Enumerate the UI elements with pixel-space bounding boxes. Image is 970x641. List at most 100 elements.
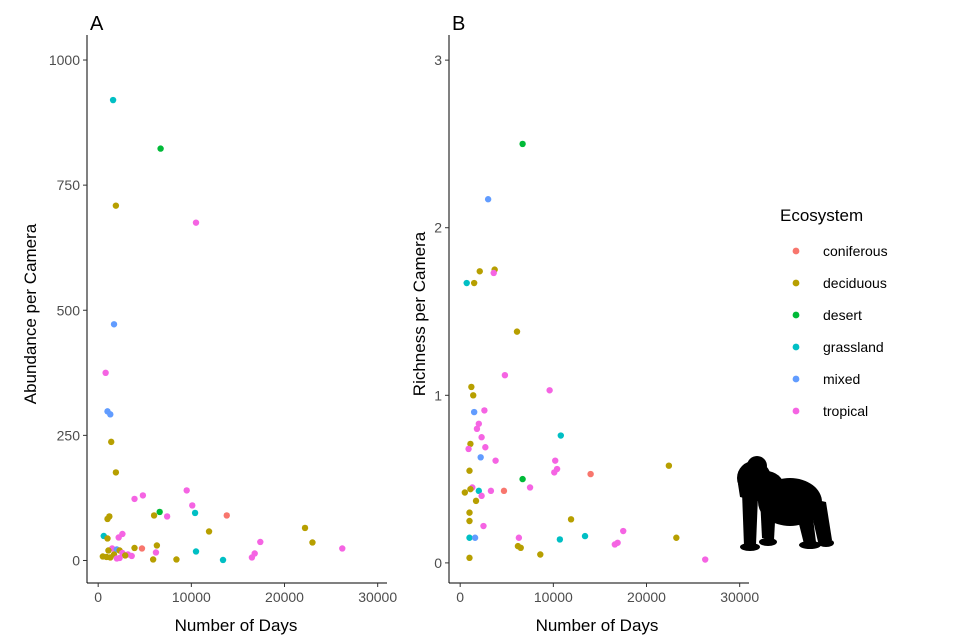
panel-b-point-deciduous (466, 467, 473, 474)
plot-b: 0 1 2 3 0 10000 20000 30000 (434, 35, 759, 605)
panel-a-point-deciduous (301, 524, 309, 532)
panel-a-y-tick-label: 500 (57, 302, 81, 318)
panel-b-point-deciduous (461, 489, 469, 496)
panel-b-point-deciduous (470, 392, 477, 399)
panel-a-point-deciduous (107, 554, 114, 561)
panel-b-point-deciduous (513, 328, 521, 335)
panel-b-point-grassland (557, 432, 565, 439)
panel-b-point-grassland (556, 536, 564, 543)
panel-b-point-tropical (475, 420, 483, 427)
legend-label-desert: desert (823, 307, 862, 323)
panel-b-point-tropical (478, 492, 485, 500)
panel-b-y-axis-title: Richness per Camera (410, 231, 429, 396)
panel-b-point-deciduous (537, 551, 544, 558)
legend-key-coniferous (792, 247, 800, 255)
panel-a-point-grassland (192, 548, 200, 555)
panel-b-point-tropical (465, 445, 472, 453)
panel-a-point-tropical (248, 554, 256, 561)
panel-a-y-tick-label: 250 (57, 427, 81, 443)
panel-a-y-tick-label: 750 (57, 177, 81, 193)
panel-b-x-tick-label: 10000 (534, 589, 573, 605)
panel-a-point-tropical (192, 219, 200, 226)
panel-a-point-tropical (163, 513, 171, 520)
panel-b-point-mixed (470, 408, 478, 416)
panel-a-point-deciduous (112, 202, 120, 209)
panel-a-point-mixed (107, 411, 114, 418)
panel-b-y-tick-label: 2 (434, 220, 442, 236)
panel-a-y-tick-label: 0 (72, 552, 80, 568)
panel-b-point-tropical (487, 487, 495, 495)
panel-a-point-tropical (139, 492, 147, 499)
panel-b-point-deciduous (467, 485, 474, 493)
legend-key-tropical (792, 407, 800, 415)
panel-a-x-tick-label: 20000 (265, 589, 304, 605)
panel-b-point-mixed (484, 196, 492, 203)
panel-a-point-deciduous (108, 438, 115, 446)
panel-a-point-deciduous (173, 556, 180, 563)
panel-a-point-coniferous (223, 512, 230, 519)
panel-b-point-tropical (515, 534, 523, 541)
panel-a-point-tropical (102, 369, 109, 377)
panel-a-point-tropical (183, 487, 190, 494)
panel-a-x-tick-label: 0 (94, 589, 102, 605)
panel-a-point-deciduous (149, 556, 157, 563)
panel-b-point-tropical (490, 269, 497, 277)
panel-b-point-deciduous (466, 517, 473, 525)
legend-key-desert (792, 311, 800, 319)
panel-b-point-deciduous (567, 516, 575, 523)
panel-b-point-tropical (482, 444, 489, 451)
panel-a-point-grassland (219, 556, 227, 564)
panel-b-point-tropical (551, 469, 558, 476)
panel-a-point-coniferous (138, 545, 146, 552)
panel-b-point-tropical (552, 457, 559, 464)
panel-b-point-desert (519, 475, 526, 483)
panel-b-point-tropical (473, 425, 481, 433)
panel-a-point-desert (156, 508, 163, 516)
panel-b-point-mixed (477, 454, 484, 461)
panel-b-point-tropical (478, 434, 485, 441)
panel-a-point-deciduous (309, 539, 316, 546)
panel-b-point-mixed (471, 534, 479, 541)
legend-label-grassland: grassland (823, 339, 884, 355)
panel-a-point-tropical (152, 549, 160, 556)
panel-a-point-tropical (339, 545, 346, 552)
panel-a-y-tick-label: 1000 (49, 52, 80, 68)
panel-a-point-tropical (115, 534, 122, 541)
panel-a-point-deciduous (153, 542, 161, 549)
gorilla-silhouette-icon (737, 456, 834, 551)
panel-a-point-grassland (109, 96, 117, 104)
panel-b-point-deciduous (470, 279, 478, 287)
panel-a-point-mixed (110, 321, 118, 328)
panel-a-tag: A (90, 13, 104, 35)
panel-b-x-tick-label: 20000 (627, 589, 666, 605)
legend-label-coniferous: coniferous (823, 243, 888, 259)
panel-b-point-tropical (501, 371, 509, 379)
legend-key-grassland (792, 343, 800, 351)
legend-label-deciduous: deciduous (823, 275, 887, 291)
panel-b-tag: B (452, 13, 465, 35)
legend-key-deciduous (792, 279, 800, 287)
panel-b-y-tick-label: 0 (434, 555, 442, 571)
panel-a-x-tick-label: 10000 (172, 589, 211, 605)
panel-a-x-axis-title: Number of Days (175, 616, 298, 635)
panel-b-point-deciduous (673, 534, 680, 541)
panel-a-point-grassland (191, 509, 199, 517)
panel-b-point-tropical (526, 484, 534, 491)
panel-a-y-axis-title: Abundance per Camera (21, 223, 40, 404)
panel-a-point-desert (157, 145, 164, 152)
panel-a-point-tropical (257, 538, 264, 546)
panel-b-point-coniferous (500, 487, 508, 495)
panel-a-point-deciduous (205, 528, 213, 535)
panel-a-point-deciduous (112, 469, 120, 476)
panel-a-x-tick-label: 30000 (358, 589, 397, 605)
panel-b-point-grassland (463, 279, 470, 287)
panel-b-point-tropical (546, 387, 553, 394)
panel-b-point-deciduous (472, 497, 480, 505)
legend-title: Ecosystem (780, 206, 863, 225)
panel-b-point-deciduous (468, 383, 475, 391)
panel-a-point-deciduous (104, 535, 111, 542)
panel-a-point-tropical (113, 555, 121, 562)
panel-b-point-grassland (466, 534, 473, 541)
